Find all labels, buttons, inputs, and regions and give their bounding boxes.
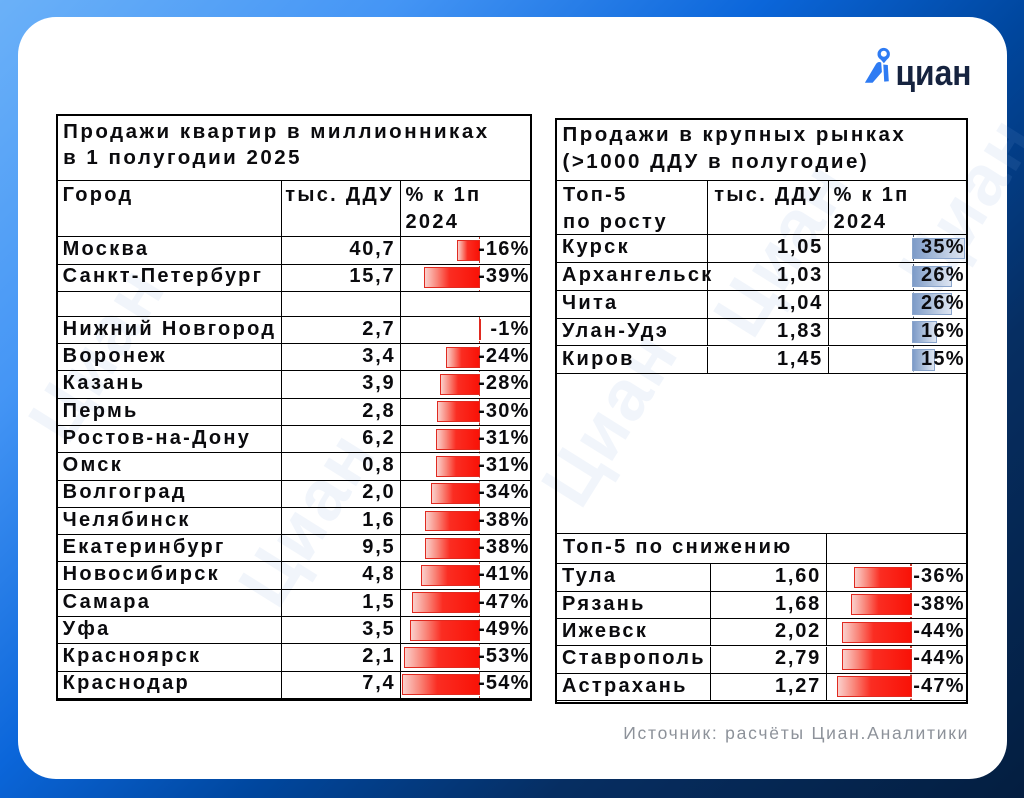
svg-text:циан: циан: [896, 52, 972, 92]
